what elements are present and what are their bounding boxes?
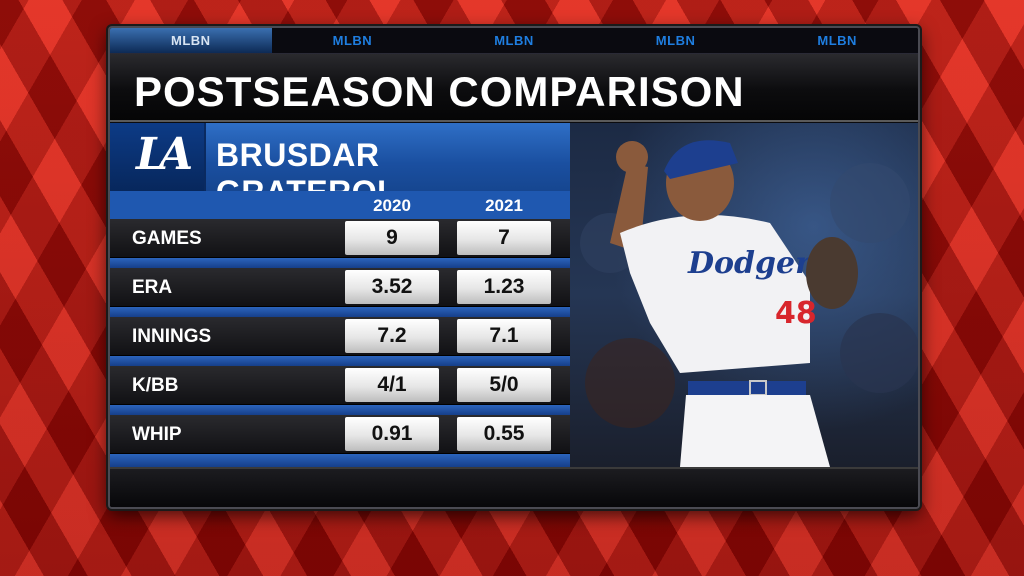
team-logo: LA xyxy=(110,123,206,191)
graphic-panel: MLBN MLBN MLBN MLBN MLBN POSTSEASON COMP… xyxy=(108,26,920,509)
stat-label: GAMES xyxy=(132,228,202,249)
stat-value-2020: 0.91 xyxy=(345,417,439,451)
tab-mlbn-1: MLBN xyxy=(110,28,272,53)
tab-mlbn-4: MLBN xyxy=(655,33,696,48)
stat-row-era: ERA 3.52 1.23 xyxy=(110,268,570,307)
stat-label: ERA xyxy=(132,277,173,298)
la-logo-icon: LA xyxy=(136,129,193,180)
player-name-bar: LA BRUSDAR GRATEROL xyxy=(110,123,570,210)
year-header-row: 2020 2021 xyxy=(110,191,570,219)
stat-value-2021: 5/0 xyxy=(457,368,551,402)
page-title: POSTSEASON COMPARISON xyxy=(134,68,745,115)
tab-mlbn-3: MLBN xyxy=(494,33,534,48)
player-photo: Dodgers 48 xyxy=(570,123,918,467)
stat-value-2020: 9 xyxy=(345,221,439,255)
stat-label: INNINGS xyxy=(132,326,212,347)
pitcher-illustration: Dodgers 48 xyxy=(580,140,918,467)
row-divider xyxy=(110,258,570,268)
stat-value-2021: 1.23 xyxy=(457,270,551,304)
stat-label: K/BB xyxy=(132,375,179,396)
network-tabs: MLBN MLBN MLBN MLBN MLBN xyxy=(110,28,918,54)
stat-value-2020: 7.2 xyxy=(345,319,439,353)
stat-value-2021: 7 xyxy=(457,221,551,255)
year-2021-header: 2021 xyxy=(485,196,523,215)
jersey-number: 48 xyxy=(775,296,817,331)
stat-value-2021: 0.55 xyxy=(457,417,551,451)
stat-label: WHIP xyxy=(132,424,182,445)
stat-row-kbb: K/BB 4/1 5/0 xyxy=(110,366,570,405)
row-divider xyxy=(110,405,570,415)
row-divider xyxy=(110,307,570,317)
bottom-bar xyxy=(110,467,918,507)
stat-value-2020: 4/1 xyxy=(345,368,439,402)
stat-row-innings: INNINGS 7.2 7.1 xyxy=(110,317,570,356)
row-divider xyxy=(110,356,570,366)
stat-value-2021: 7.1 xyxy=(457,319,551,353)
stat-value-2020: 3.52 xyxy=(345,270,439,304)
row-divider xyxy=(110,454,570,467)
tab-mlbn-2: MLBN xyxy=(332,33,373,48)
title-bar: POSTSEASON COMPARISON xyxy=(110,54,918,122)
year-2020-header: 2020 xyxy=(373,196,411,215)
stat-row-whip: WHIP 0.91 0.55 xyxy=(110,415,570,454)
tab-mlbn-5: MLBN xyxy=(817,33,857,48)
stat-row-games: GAMES 9 7 xyxy=(110,219,570,258)
jersey-wordmark: Dodgers xyxy=(687,246,828,281)
